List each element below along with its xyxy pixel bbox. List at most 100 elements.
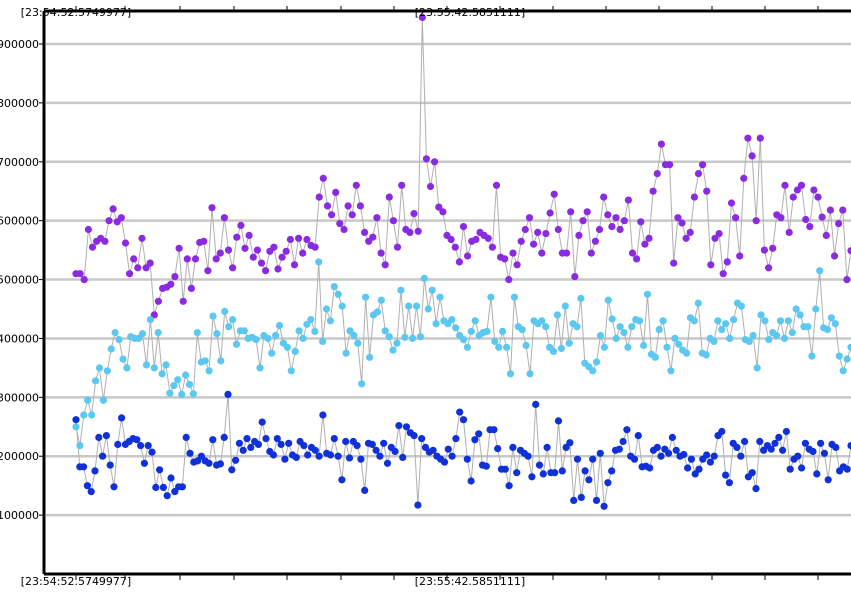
series-2-point <box>651 353 659 361</box>
series-2-point <box>84 396 92 404</box>
series-2-point <box>463 343 471 351</box>
series-3-point <box>102 432 110 440</box>
series-1-point <box>690 193 699 201</box>
series-3-point <box>326 451 335 459</box>
series-2-point <box>420 274 428 282</box>
series-3-point <box>144 442 152 450</box>
series-1-point <box>303 235 311 244</box>
series-2-point <box>839 367 847 375</box>
series-1-point <box>323 202 332 210</box>
series-2-point <box>185 380 194 388</box>
series-2-point <box>92 377 100 385</box>
series-2-point <box>835 352 843 360</box>
series-2-point <box>683 349 691 357</box>
series-1-point <box>752 217 760 225</box>
series-3-point <box>581 467 589 475</box>
series-1-point <box>600 193 608 201</box>
series-1-point <box>595 225 604 234</box>
series-1-point <box>179 297 187 305</box>
series-3-point <box>140 459 148 467</box>
y-tick-label: 800000 <box>0 97 39 110</box>
series-1-point <box>220 214 228 222</box>
series-1-point <box>249 253 257 261</box>
y-tick-label: 900000 <box>0 38 39 51</box>
series-3-point <box>771 439 779 447</box>
series-3-point <box>118 414 126 422</box>
series-3-point <box>756 437 764 446</box>
series-3-point <box>801 439 810 447</box>
series-2-point <box>158 370 166 378</box>
series-3-point <box>505 482 513 490</box>
series-1-point <box>398 181 406 189</box>
series-1-point <box>719 270 727 278</box>
series-1-point <box>624 196 633 204</box>
series-1-point <box>612 214 620 222</box>
series-2-point <box>189 390 197 398</box>
series-1-point <box>117 214 125 222</box>
series-1-point <box>191 255 200 263</box>
series-2-point <box>326 317 334 325</box>
series-3-point <box>775 433 783 441</box>
series-3-point <box>342 437 350 446</box>
series-1-point <box>542 230 550 238</box>
series-3-point <box>577 493 585 501</box>
series-2-point <box>393 339 401 347</box>
series-1-point <box>707 261 715 269</box>
series-2-point <box>847 343 851 351</box>
series-2-point <box>330 283 338 291</box>
series-2-point <box>428 286 436 294</box>
series-1-point <box>748 152 756 160</box>
series-2-point <box>573 323 581 331</box>
series-2-point <box>510 293 518 301</box>
series-3-point <box>596 449 604 457</box>
series-3-point <box>338 476 346 484</box>
series-3-point <box>600 502 608 510</box>
series-2-point <box>170 382 178 390</box>
series-2-point <box>812 305 820 313</box>
series-2-point <box>412 302 421 310</box>
series-2-point <box>358 380 366 388</box>
series-1-point <box>699 161 707 169</box>
series-2-point <box>205 367 213 375</box>
series-1-point <box>530 240 538 248</box>
series-2-point <box>150 364 158 372</box>
series-2-point <box>620 329 628 337</box>
series-2-point <box>600 343 609 351</box>
series-2-point <box>178 390 186 398</box>
series-2-point <box>432 320 440 328</box>
series-2-point <box>784 317 793 325</box>
series-1-point <box>361 228 369 236</box>
series-3-point <box>285 439 293 447</box>
series-2-point <box>88 411 96 419</box>
series-1-point <box>414 227 422 235</box>
series-3-point <box>402 423 411 431</box>
series-1-point <box>806 223 814 231</box>
series-2-point <box>362 293 370 301</box>
series-1-point <box>501 255 509 263</box>
series-1-point <box>121 239 130 247</box>
series-2-point <box>671 334 679 342</box>
series-1-point <box>208 204 216 212</box>
series-1-point <box>315 193 323 201</box>
series-3-point <box>269 451 278 459</box>
series-1-point <box>818 213 826 221</box>
series-1-point <box>653 170 661 178</box>
series-2-point <box>295 327 303 335</box>
series-2-point <box>299 334 307 342</box>
series-3-point <box>311 446 319 454</box>
series-1-point <box>105 217 113 225</box>
series-1-point <box>88 243 97 251</box>
series-2-point <box>424 305 432 313</box>
series-2-point <box>119 355 127 363</box>
series-3-point <box>87 488 95 496</box>
series-3-point <box>456 408 464 416</box>
series-3-point <box>695 465 703 473</box>
series-2-point <box>72 423 80 431</box>
series-2-point <box>593 358 601 366</box>
series-2-point <box>495 343 503 351</box>
series-2-point <box>342 349 350 357</box>
series-1-point <box>694 170 703 178</box>
series-3-point <box>235 439 243 447</box>
series-3-point <box>672 446 680 454</box>
series-2-point <box>589 367 597 375</box>
